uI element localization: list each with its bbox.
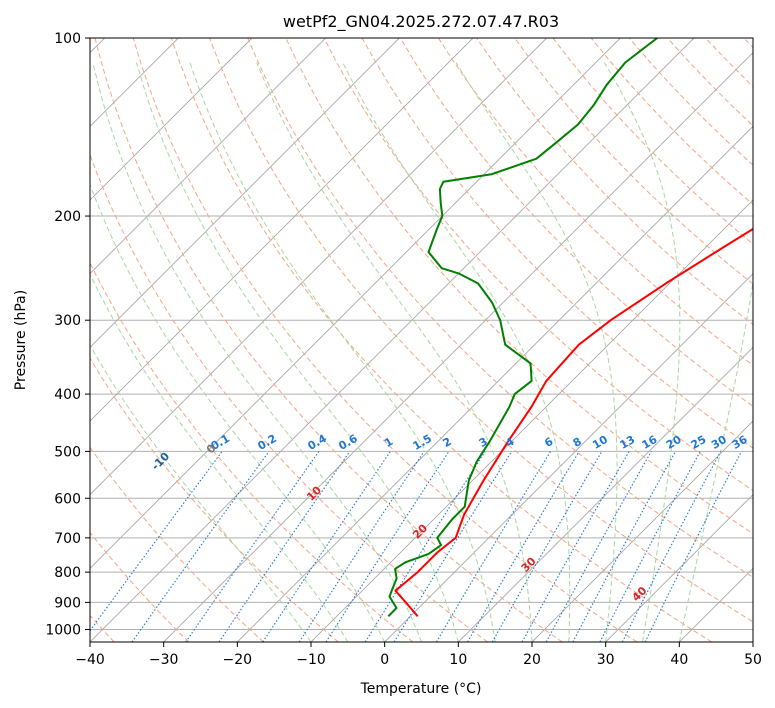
dry-adiabat-line [94, 38, 563, 642]
mixing-ratio-line [435, 451, 552, 642]
mixing-ratio-line [644, 451, 742, 642]
y-tick-label: 700 [54, 531, 81, 547]
dry-adiabat-line [323, 38, 753, 492]
chart-title: wetPf2_GN04.2025.272.07.47.R03 [283, 12, 559, 32]
temperature-profile-line [394, 227, 753, 617]
dry-adiabat-line [90, 153, 488, 642]
isotherm-line [384, 273, 753, 642]
isotherm-line [90, 38, 474, 422]
isotherm-line [163, 52, 753, 642]
moist-adiabat-line [256, 62, 533, 642]
dry-adiabat-line [90, 261, 414, 642]
sounding-series [387, 38, 753, 618]
dry-adiabat-line [132, 38, 638, 642]
y-tick-label: 400 [54, 387, 81, 403]
x-tick-label: 20 [523, 652, 541, 668]
dry-adiabat-line [209, 38, 753, 623]
isotherm-line [531, 420, 753, 642]
dry-adiabat-line [437, 38, 753, 366]
mixing-ratio-line [545, 451, 652, 642]
mixing-ratio-line [393, 451, 513, 642]
mixing-ratio-line [218, 451, 351, 642]
mixing-ratio-line [364, 451, 486, 642]
x-tick-label: 10 [449, 652, 467, 668]
mixing-ratio-line [621, 451, 722, 642]
y-tick-label: 900 [54, 595, 81, 611]
y-tick-label: 600 [54, 491, 81, 507]
x-tick-label: 0 [380, 652, 389, 668]
isotherm-line [90, 38, 400, 348]
x-tick-label: 30 [597, 652, 615, 668]
moist-adiabat-line [603, 62, 681, 642]
plot-background [90, 38, 753, 642]
moist-adiabat-line [189, 62, 496, 642]
dry-adiabat-line [247, 38, 753, 578]
x-tick-label: −20 [223, 652, 253, 668]
auxiliary-lines [90, 38, 753, 642]
moist-adiabat-line [342, 62, 571, 642]
y-tick-label: 500 [54, 444, 81, 460]
y-axis: 100 200 300 400 500 600 700 800 900 1000 [45, 31, 90, 638]
moist-adiabat-line [90, 183, 386, 642]
moist-adiabat-line [92, 62, 422, 642]
dry-adiabat-line [514, 38, 753, 285]
isotherm-line [605, 494, 753, 642]
isotherm-line [752, 641, 753, 642]
moist-adiabat-line [90, 273, 349, 642]
x-axis: −40 −30 −20 −10 0 10 20 30 40 50 [75, 642, 762, 668]
moist-adiabat-line [136, 62, 459, 642]
mixing-ratio-line [131, 451, 270, 642]
mixing-ratio-line [599, 451, 701, 642]
mixing-ratio-line [90, 451, 223, 632]
mixing-ratio-line [298, 451, 425, 642]
x-tick-label: −10 [296, 652, 326, 668]
plot-frame [89, 37, 754, 643]
x-tick-label: −30 [149, 652, 179, 668]
isotherm-line [90, 38, 326, 275]
mixing-ratio-line [521, 451, 630, 642]
dry-adiabat-line [90, 531, 190, 642]
dry-adiabat-line [90, 446, 264, 642]
y-tick-label: 300 [54, 313, 81, 329]
y-tick-label: 100 [54, 31, 81, 47]
mixing-ratio-line [572, 451, 676, 642]
moist-adiabat-line [90, 344, 312, 642]
y-tick-label: 200 [54, 209, 81, 225]
mixing-ratio-line [325, 451, 450, 642]
dewpoint-profile-line [387, 38, 658, 618]
dry-adiabat-line [399, 38, 753, 408]
y-axis-label: Pressure (hPa) [13, 290, 29, 390]
x-tick-label: 40 [670, 652, 688, 668]
moist-adiabat-line [678, 278, 753, 642]
isotherm-line [90, 38, 695, 642]
dry-adiabat-line [170, 38, 712, 642]
isotherm-line [90, 38, 621, 569]
y-tick-label: 800 [54, 565, 81, 581]
grid-layer [90, 38, 753, 642]
mixing-ratio-line [262, 451, 391, 642]
dry-adiabat-line [90, 357, 339, 642]
y-tick-label: 1000 [45, 622, 81, 638]
x-tick-label: −40 [75, 652, 105, 668]
mixing-ratio-line [185, 451, 320, 642]
isotherm-line [90, 38, 253, 201]
isotherm-line [90, 38, 547, 496]
x-tick-label: 50 [744, 652, 762, 668]
x-axis-label: Temperature (°C) [360, 681, 482, 697]
isotherm-line [237, 125, 753, 642]
moist-adiabat-line [455, 62, 618, 642]
isotherm-line [458, 346, 753, 642]
